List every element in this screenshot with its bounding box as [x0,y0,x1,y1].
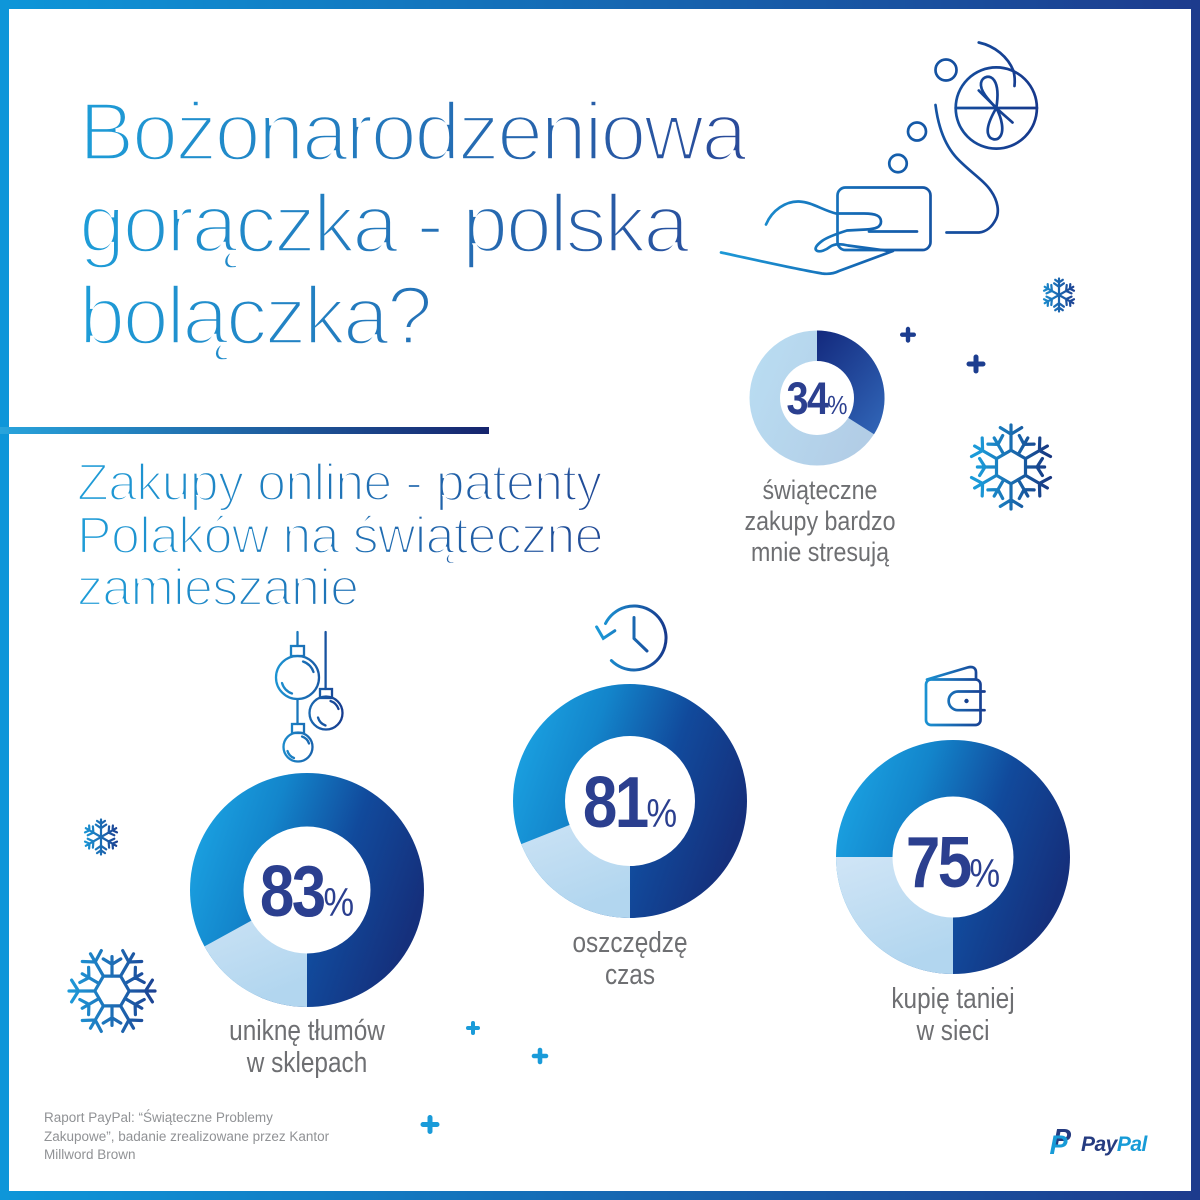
svg-text:P: P [1053,1126,1072,1154]
svg-text:P: P [1050,1130,1069,1160]
svg-text:PayPal: PayPal [1081,1133,1149,1156]
